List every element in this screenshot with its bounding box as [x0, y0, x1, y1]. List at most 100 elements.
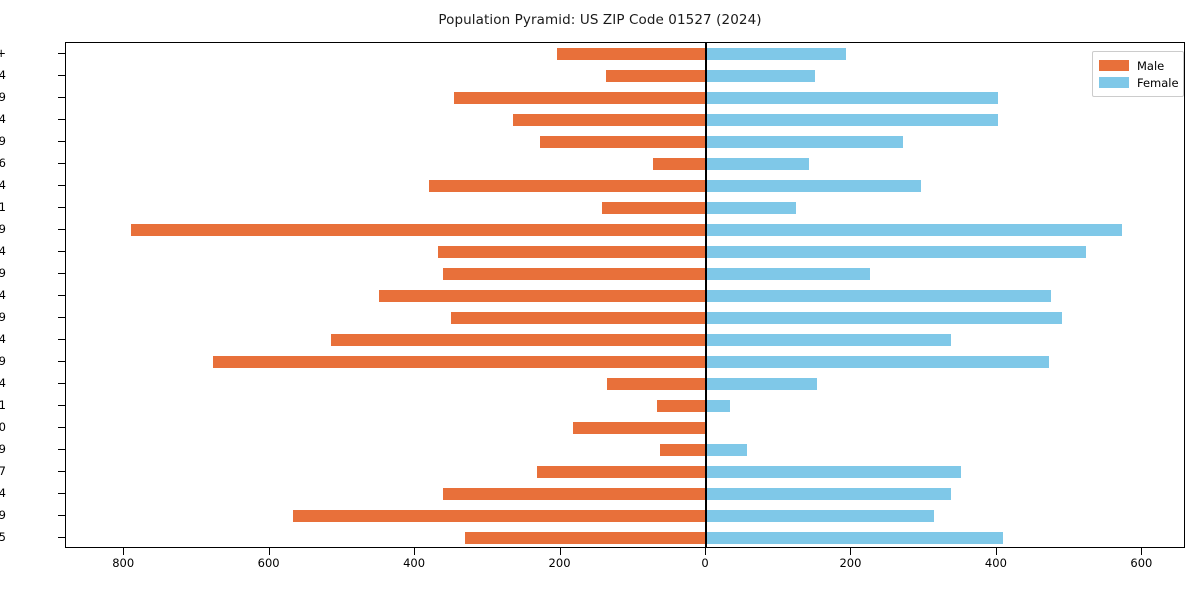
x-axis-tick-mark [1141, 548, 1143, 555]
y-axis-tick-label: 20 [0, 420, 6, 434]
y-axis-tick-mark [58, 251, 65, 252]
bar-row [66, 267, 1184, 281]
y-axis-tick-label: Under 5 [0, 530, 6, 544]
bar-row [66, 157, 1184, 171]
y-axis-tick-mark [58, 75, 65, 76]
legend-entry[interactable]: Female [1099, 74, 1179, 91]
legend-label: Male [1137, 58, 1165, 73]
legend-label: Female [1137, 75, 1179, 90]
bar-female [706, 47, 846, 61]
y-axis-tick-label: 18-19 [0, 442, 6, 456]
y-axis-tick-label: 40-44 [0, 288, 6, 302]
bar-male [513, 113, 706, 127]
y-axis-tick-label: 60-61 [0, 200, 6, 214]
bar-row [66, 135, 1184, 149]
y-axis-tick-label: 50-54 [0, 244, 6, 258]
legend-entry[interactable]: Male [1099, 57, 1177, 74]
x-axis-tick-label: 0 [701, 556, 709, 570]
bar-row [66, 91, 1184, 105]
x-axis-tick-mark [414, 548, 416, 555]
bar-male [465, 531, 706, 545]
bar-male [442, 267, 706, 281]
bar-row [66, 531, 1184, 545]
y-axis-tick-mark [58, 383, 65, 384]
y-axis-tick-label: 75-79 [0, 90, 6, 104]
y-axis-tick-mark [58, 471, 65, 472]
y-axis-tick-label: 35-39 [0, 310, 6, 324]
legend-swatch [1099, 77, 1129, 88]
bar-female [706, 157, 809, 171]
bar-female [706, 465, 962, 479]
x-axis-tick-label: 800 [112, 556, 135, 570]
bar-row [66, 399, 1184, 413]
bar-row [66, 201, 1184, 215]
bar-female [706, 399, 730, 413]
y-axis-tick-label: 21 [0, 398, 6, 412]
y-axis-tick-label: 85+ [0, 46, 6, 60]
bar-female [706, 179, 922, 193]
bar-female [706, 377, 817, 391]
bar-male [428, 179, 706, 193]
bar-row [66, 465, 1184, 479]
bar-female [706, 245, 1087, 259]
y-axis-tick-mark [58, 273, 65, 274]
bar-row [66, 377, 1184, 391]
bar-male [607, 377, 706, 391]
y-axis-tick-mark [58, 405, 65, 406]
x-axis-tick-mark [705, 548, 706, 555]
y-axis-tick-label: 15-17 [0, 464, 6, 478]
bar-male [131, 223, 706, 237]
y-axis-tick-mark [58, 515, 65, 516]
bar-female [706, 333, 952, 347]
bar-male [652, 157, 706, 171]
y-axis-tick-mark [58, 97, 65, 98]
bar-male [292, 509, 706, 523]
bar-row [66, 47, 1184, 61]
bar-male [437, 245, 706, 259]
bar-female [706, 355, 1050, 369]
y-axis-tick-label: 55-59 [0, 222, 6, 236]
bar-male [556, 47, 706, 61]
y-axis-tick-label: 22-24 [0, 376, 6, 390]
bar-row [66, 223, 1184, 237]
bar-female [706, 135, 904, 149]
bar-row [66, 289, 1184, 303]
y-axis-tick-label: 62-64 [0, 178, 6, 192]
bar-female [706, 223, 1122, 237]
chart-legend: Male Female [1092, 51, 1184, 97]
bar-female [706, 289, 1051, 303]
bar-female [706, 113, 999, 127]
bar-male [450, 311, 706, 325]
bar-female [706, 311, 1062, 325]
bar-row [66, 443, 1184, 457]
bar-female [706, 267, 871, 281]
bar-female [706, 531, 1004, 545]
bar-male [660, 443, 706, 457]
y-axis-tick-mark [58, 53, 65, 54]
x-axis-tick-label: 400 [984, 556, 1007, 570]
bar-male [378, 289, 706, 303]
bar-row [66, 333, 1184, 347]
bar-male [331, 333, 706, 347]
x-axis-tick-label: 600 [257, 556, 280, 570]
y-axis-tick-label: 70-74 [0, 112, 6, 126]
bars-layer [66, 43, 1184, 547]
y-axis-tick-label: 30-34 [0, 332, 6, 346]
x-axis-tick-mark [123, 548, 125, 555]
bar-row [66, 355, 1184, 369]
legend-swatch [1099, 60, 1129, 71]
x-axis-tick-label: 400 [403, 556, 426, 570]
y-axis-tick-mark [58, 537, 65, 538]
bar-male [606, 69, 706, 83]
y-axis-tick-label: 67-69 [0, 134, 6, 148]
y-axis-tick-mark [58, 361, 65, 362]
x-axis-tick-mark [559, 548, 561, 555]
bar-row [66, 69, 1184, 83]
y-axis-tick-mark [58, 427, 65, 428]
bar-female [706, 91, 998, 105]
bar-row [66, 311, 1184, 325]
y-axis-tick-mark [58, 119, 65, 120]
y-axis-tick-mark [58, 449, 65, 450]
y-axis-tick-mark [58, 339, 65, 340]
